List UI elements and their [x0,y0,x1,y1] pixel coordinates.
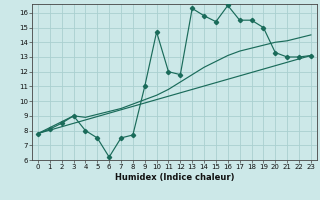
X-axis label: Humidex (Indice chaleur): Humidex (Indice chaleur) [115,173,234,182]
